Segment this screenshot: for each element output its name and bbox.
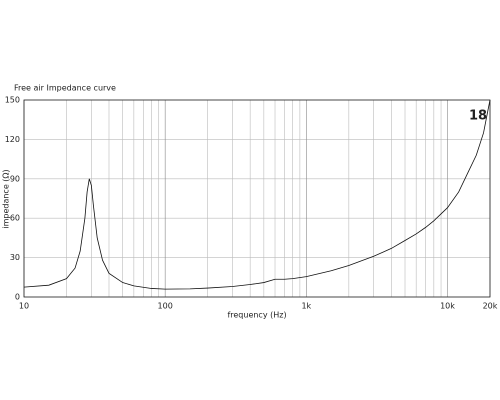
y-tick-label: 60 [10,214,20,223]
y-tick-label: 30 [10,253,20,262]
y-tick-label: 150 [5,96,20,105]
x-tick-label: 10 [19,302,29,311]
y-tick-label: 90 [10,174,20,183]
x-tick-label: 100 [158,302,173,311]
y-tick-label: 0 [15,293,20,302]
x-axis-label: frequency (Hz) [227,311,286,320]
logo: 18 [469,109,487,124]
x-tick-label: 1k [301,302,311,311]
x-tick-label: 10k [440,302,455,311]
y-axis-label: impedance (Ω) [2,169,11,228]
x-tick-label: 20k [483,302,498,311]
plot-frame [23,99,491,298]
y-tick-label: 120 [5,135,20,144]
chart-title: Free air Impedance curve [14,84,116,93]
impedance-curve [23,99,491,290]
